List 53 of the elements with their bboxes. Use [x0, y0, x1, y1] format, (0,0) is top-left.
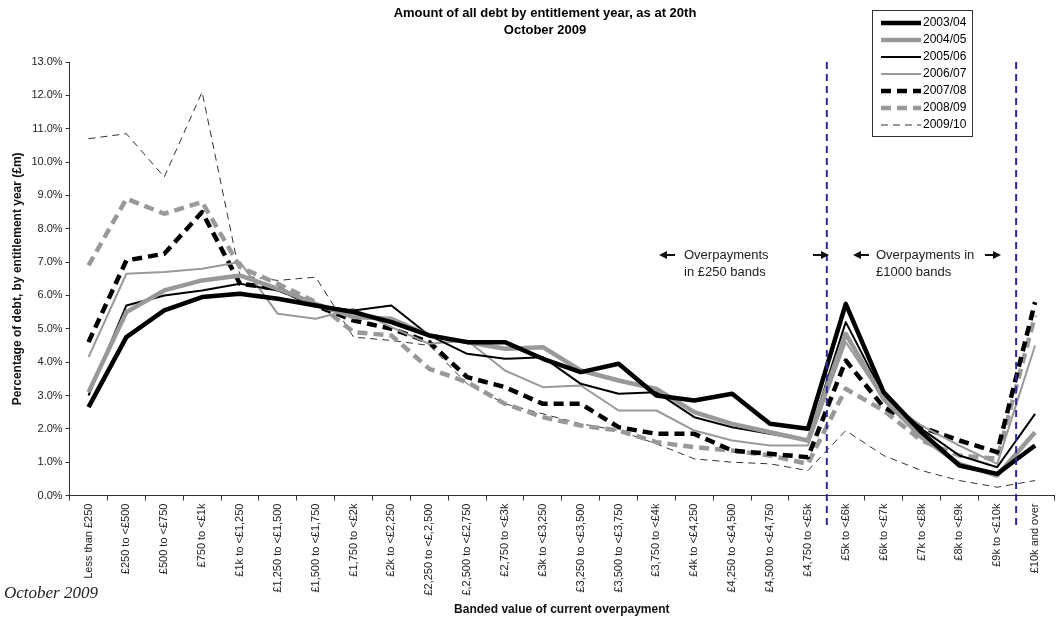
x-tick-label: £8k to <£9k: [952, 503, 965, 561]
y-tick-label: 5.0%: [37, 321, 63, 334]
annotation: Overpayments in £250 bands: [684, 246, 770, 280]
y-tick-label: 12.0%: [31, 88, 63, 101]
x-tick-label: £1,500 to <£1,750: [308, 503, 321, 593]
y-tick-label: 6.0%: [37, 288, 63, 301]
x-tick-label: £2k to <£2,250: [384, 503, 397, 577]
y-axis-title: Percentage of debt, by entitlement year (£m): [9, 152, 24, 406]
chart-title: Amount of all debt by entitlement year, as at 20th October 2009: [392, 4, 698, 38]
x-tick-label: £3,750 to <£4k: [649, 503, 662, 577]
legend-label: 2009/10: [923, 116, 967, 133]
x-tick-label: £9k to <£10k: [990, 503, 1003, 567]
y-tick-label: 11.0%: [32, 121, 63, 134]
x-tick-label: £7k to <£8k: [914, 503, 927, 561]
x-tick-label: £3k to <£3,250: [535, 503, 548, 577]
legend-label: 2007/08: [923, 82, 967, 99]
y-tick-label: 9.0%: [37, 188, 63, 201]
x-tick-label: £,2,500 to <£2,750: [460, 503, 473, 596]
y-tick-label: 4.0%: [37, 355, 63, 368]
y-tick-label: 10.0%: [31, 155, 63, 168]
y-tick-label: 8.0%: [37, 221, 63, 234]
x-tick-label: £2,250 to <£,2,500: [422, 503, 435, 596]
x-tick-label: £6k to <£7k: [876, 503, 889, 561]
x-tick-label: £3,250 to <£3,500: [573, 503, 586, 593]
y-tick-label: 7.0%: [37, 255, 63, 268]
y-tick-label: 3.0%: [37, 388, 63, 401]
x-tick-label: £4,250 to <£4,500: [725, 503, 738, 593]
x-tick-label: £1,250 to <£1,500: [270, 503, 283, 593]
x-tick-label: £1,750 to <£2k: [346, 503, 359, 577]
x-axis-title: Banded value of current overpayment: [454, 602, 670, 617]
x-tick-label: £750 to <£1k: [195, 503, 208, 568]
text: October 2009: [4, 583, 99, 602]
legend-label: 2003/04: [923, 14, 967, 31]
x-tick-label: £500 to <£750: [157, 503, 170, 575]
legend-label: 2006/07: [923, 65, 967, 82]
x-tick-label: £2,750 to <£3k: [498, 503, 511, 577]
x-tick-label: £3,500 to <£3,750: [611, 503, 624, 593]
legend-label: 2005/06: [923, 48, 967, 65]
x-tick-label: £10k and over: [1028, 503, 1041, 574]
x-tick-label: £5k to <£6k: [838, 503, 851, 561]
y-tick-label: 1.0%: [37, 455, 63, 468]
x-tick-label: Less than £250: [81, 503, 94, 579]
legend-label: 2008/09: [923, 99, 967, 116]
x-tick-label: £250 to <£500: [119, 503, 132, 575]
y-tick-label: 2.0%: [37, 421, 63, 434]
x-tick-label: £4,500 to <£4,750: [763, 503, 776, 593]
legend-label: 2004/05: [923, 31, 967, 48]
x-tick-label: £4k to <£4,250: [687, 503, 700, 577]
y-tick-label: 13.0%: [31, 55, 63, 68]
x-tick-label: £4,750 to <£5k: [800, 503, 813, 577]
x-tick-label: £1k to <£1,250: [233, 503, 245, 577]
annotation: Overpayments in £1000 bands: [876, 246, 976, 280]
y-tick-label: 0.0%: [37, 488, 63, 501]
